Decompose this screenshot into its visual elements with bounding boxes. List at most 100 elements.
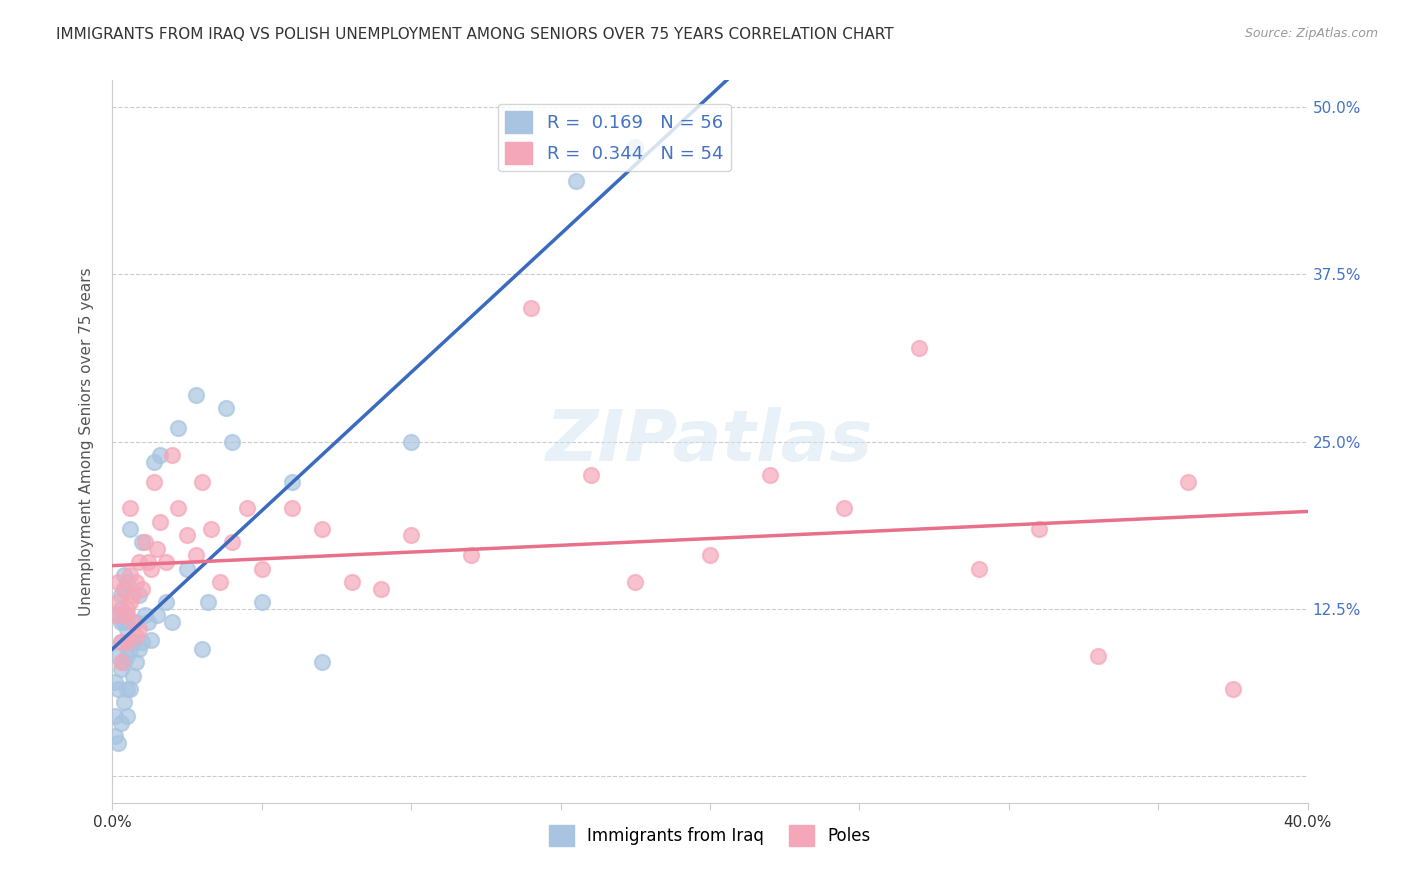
Point [110,662,132,676]
Point [110,602,132,616]
Point [138,615,160,630]
Point [155,555,177,569]
Point [128,589,150,603]
Point [114,655,135,669]
Point [215,401,238,416]
Point [117,648,139,663]
Point [167,501,190,516]
Point [176,562,198,576]
Point [236,501,259,516]
Point [624,140,647,154]
Point [125,575,148,590]
Point [114,608,135,623]
Point [128,642,150,657]
Point [564,174,586,188]
Point [370,582,392,596]
Point [120,595,142,609]
Point [104,675,127,690]
Point [759,467,782,482]
Point [107,681,129,696]
Point [191,475,214,489]
Point [107,608,129,623]
Y-axis label: Unemployment Among Seniors over 75 years: Unemployment Among Seniors over 75 years [79,268,94,615]
Text: Source: ZipAtlas.com: Source: ZipAtlas.com [1244,27,1378,40]
Point [1177,475,1199,489]
Point [117,708,139,723]
Point [401,528,423,542]
Point [125,615,148,630]
Point [146,608,169,623]
Point [120,568,142,582]
Text: IMMIGRANTS FROM IRAQ VS POLISH UNEMPLOYMENT AMONG SENIORS OVER 75 YEARS CORRELAT: IMMIGRANTS FROM IRAQ VS POLISH UNEMPLOYM… [56,27,894,42]
Point [162,448,183,462]
Point [250,595,273,609]
Point [149,515,172,529]
Point [117,681,139,696]
Point [134,608,156,623]
Point [186,548,208,563]
Point [107,575,129,590]
Point [624,575,647,590]
Point [117,575,139,590]
Point [110,655,132,669]
Point [281,501,304,516]
Point [250,562,273,576]
Point [128,622,150,636]
Point [149,448,172,462]
Point [120,501,142,516]
Point [120,521,142,535]
Point [125,655,148,669]
Point [107,735,129,749]
Point [114,568,135,582]
Point [221,535,243,549]
Point [146,541,169,556]
Point [114,696,135,710]
Point [110,589,132,603]
Point [155,595,177,609]
Point [110,715,132,730]
Point [311,655,333,669]
Point [131,535,153,549]
Point [834,501,856,516]
Point [141,562,163,576]
Point [200,521,222,535]
Point [122,615,145,630]
Point [117,635,139,649]
Point [120,681,142,696]
Point [143,455,166,469]
Point [176,528,198,542]
Point [114,582,135,596]
Point [104,729,127,743]
Point [1087,648,1109,663]
Point [340,575,363,590]
Point [401,434,423,449]
Point [186,387,208,401]
Point [122,635,145,649]
Point [107,595,129,609]
Legend: Immigrants from Iraq, Poles: Immigrants from Iraq, Poles [543,819,877,852]
Point [104,608,127,623]
Point [125,629,148,643]
Point [114,582,135,596]
Point [110,635,132,649]
Point [107,648,129,663]
Point [197,595,219,609]
Point [117,608,139,623]
Point [141,632,163,647]
Point [579,467,602,482]
Point [1222,681,1244,696]
Point [122,669,145,683]
Point [114,615,135,630]
Point [138,555,160,569]
Point [120,642,142,657]
Point [104,708,127,723]
Point [117,602,139,616]
Point [221,434,243,449]
Point [110,635,132,649]
Point [117,622,139,636]
Point [191,642,214,657]
Point [1028,521,1050,535]
Point [167,421,190,435]
Point [128,555,150,569]
Point [699,548,721,563]
